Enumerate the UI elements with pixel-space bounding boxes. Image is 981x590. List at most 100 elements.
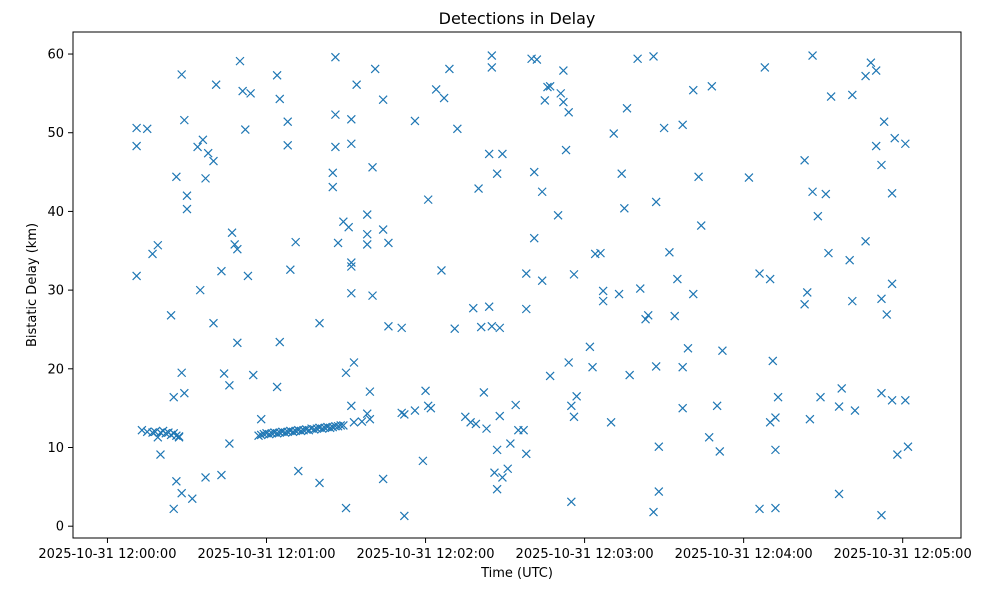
data-point: [871, 141, 881, 151]
data-point: [598, 286, 608, 296]
data-point: [209, 156, 218, 166]
data-point: [148, 249, 157, 259]
data-point: [900, 395, 910, 405]
data-point: [683, 343, 693, 353]
data-point: [365, 387, 375, 397]
data-point: [330, 110, 340, 120]
data-point: [246, 88, 256, 98]
data-point: [598, 296, 608, 306]
data-point: [585, 342, 595, 352]
data-point: [309, 424, 319, 434]
data-point: [903, 442, 913, 452]
data-point: [670, 311, 680, 321]
data-point: [497, 472, 507, 482]
y-tick-label: 50: [47, 126, 64, 141]
data-point: [771, 445, 780, 455]
data-point: [227, 228, 237, 238]
data-point: [153, 240, 163, 250]
data-point: [283, 117, 293, 127]
data-point: [635, 284, 645, 293]
data-point: [800, 299, 810, 309]
data-point: [288, 427, 298, 437]
data-point: [771, 503, 780, 513]
y-tick-label: 60: [47, 48, 64, 63]
data-point: [672, 274, 682, 284]
data-point: [368, 291, 377, 301]
data-point: [569, 412, 579, 422]
data-point: [137, 425, 147, 435]
data-point: [688, 85, 698, 95]
data-point: [224, 439, 234, 448]
data-point: [900, 139, 910, 149]
data-point: [230, 240, 240, 249]
data-point: [837, 384, 847, 393]
data-point: [177, 488, 187, 498]
x-axis-ticks: 2025-10-31 12:00:00 2025-10-31 12:01:00 20…: [38, 538, 972, 562]
data-point: [821, 189, 831, 199]
data-point: [834, 402, 844, 412]
data-point: [315, 478, 324, 488]
data-point: [384, 321, 393, 331]
data-point: [816, 392, 825, 402]
data-point: [368, 162, 377, 172]
data-point: [156, 450, 165, 460]
y-axis-ticks: 0 10 20 30 40 50 60: [47, 48, 73, 535]
data-point: [397, 323, 407, 333]
data-point: [179, 115, 189, 125]
data-point: [845, 255, 855, 265]
data-point: [712, 401, 722, 411]
data-point: [553, 210, 563, 220]
data-point: [808, 187, 817, 197]
data-point: [161, 428, 171, 438]
data-point: [272, 70, 282, 80]
data-point: [696, 221, 706, 231]
data-point: [338, 421, 348, 430]
data-point: [421, 386, 430, 396]
data-point: [572, 391, 582, 401]
data-point: [718, 346, 727, 356]
data-point: [182, 191, 192, 201]
data-point: [511, 400, 521, 410]
data-point: [678, 120, 688, 130]
data-point: [132, 141, 142, 151]
data-point: [861, 236, 870, 246]
data-point: [532, 55, 542, 64]
data-point: [423, 195, 433, 205]
data-point: [169, 504, 179, 514]
data-point: [362, 229, 372, 239]
data-point: [654, 487, 664, 496]
data-point: [649, 507, 658, 517]
data-point: [285, 265, 295, 275]
chart-title: Detections in Delay: [439, 9, 596, 28]
data-point: [349, 417, 359, 427]
data-point: [643, 310, 653, 320]
data-point: [254, 431, 263, 441]
data-point: [179, 388, 189, 398]
data-point: [437, 266, 446, 275]
data-point: [378, 225, 388, 234]
data-point: [235, 56, 245, 66]
data-point: [492, 445, 502, 455]
data-point: [182, 204, 192, 214]
data-point: [357, 417, 367, 426]
x-tick-label: 2025-10-31 12:02:00: [357, 547, 495, 562]
data-point: [346, 288, 356, 298]
data-point: [397, 408, 407, 418]
data-point: [344, 222, 354, 232]
x-tick-label: 2025-10-31 12:01:00: [197, 547, 335, 562]
data-point: [248, 370, 258, 380]
data-point: [171, 431, 181, 441]
data-point: [545, 81, 555, 91]
data-point: [384, 238, 393, 248]
data-point: [765, 274, 775, 284]
plot-frame: [72, 31, 962, 539]
data-point: [439, 93, 449, 103]
data-point: [773, 392, 783, 402]
data-point: [362, 210, 372, 219]
data-point: [317, 424, 327, 434]
data-point: [336, 421, 346, 430]
data-point: [275, 337, 285, 347]
data-point: [556, 88, 566, 98]
data-point: [558, 66, 568, 75]
